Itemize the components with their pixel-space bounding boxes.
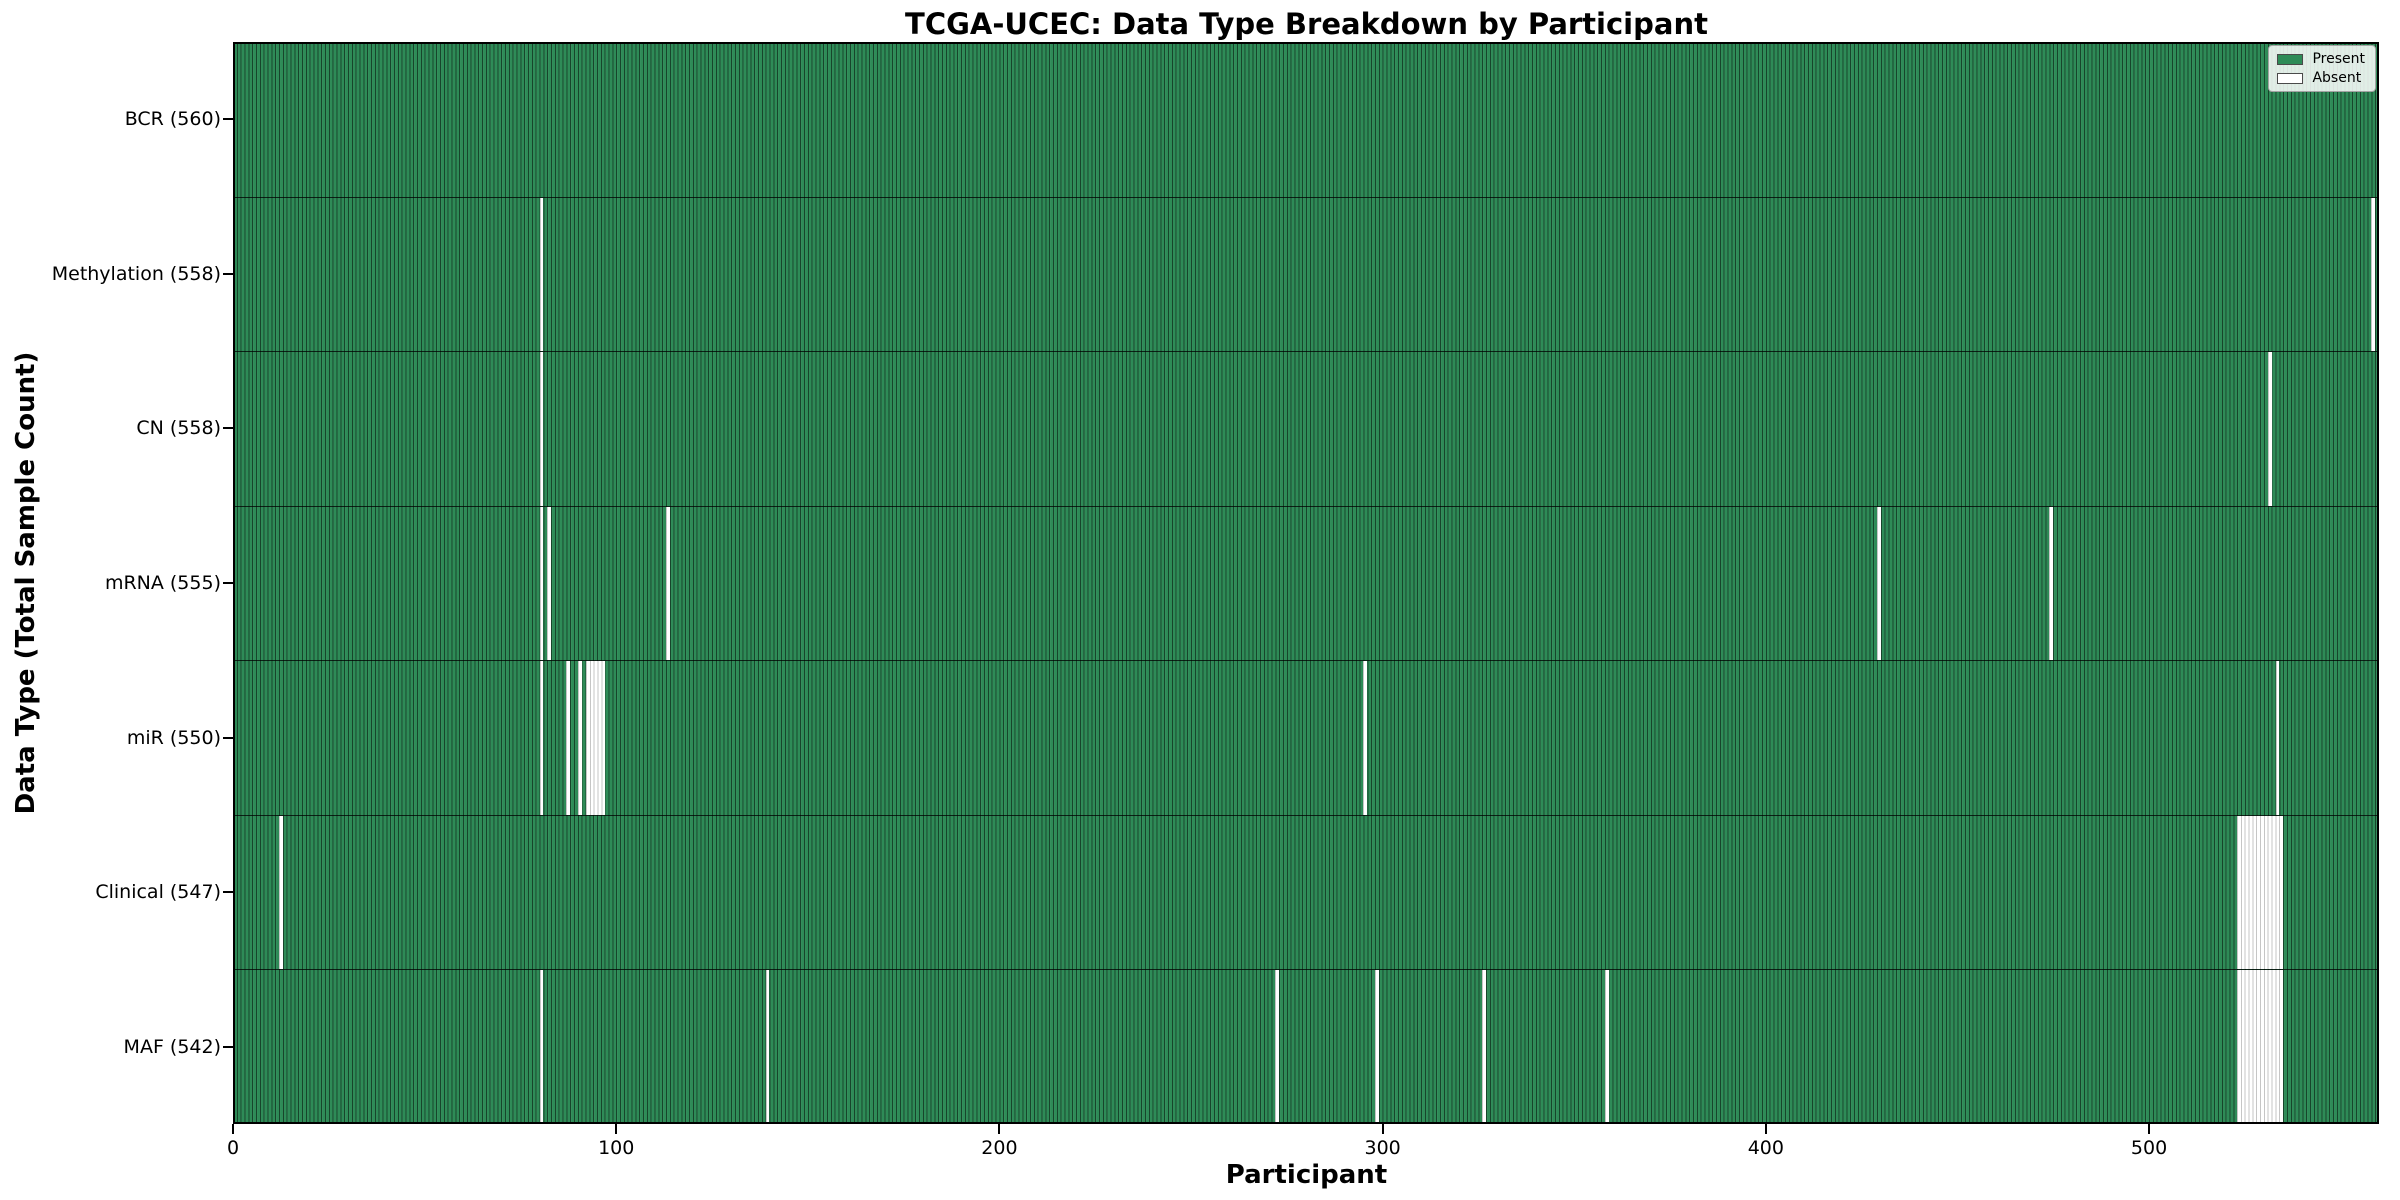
absent-stripe-clinical: [278, 815, 283, 970]
plot-area: Present Absent: [233, 42, 2379, 1124]
absent-stripe-mir: [539, 661, 544, 815]
absent-stripe-maf: [1275, 970, 1280, 1124]
absent-stripe-maf: [1604, 970, 1609, 1124]
x-tick-mark: [2148, 1124, 2151, 1134]
y-tick-mark: [223, 427, 233, 430]
y-tick-mark: [223, 582, 233, 584]
y-tick-label-cn: CN (558): [136, 417, 221, 440]
x-tick-label-200: 200: [981, 1137, 1018, 1159]
row-methylation: [233, 196, 2379, 352]
row-bcr: [233, 42, 2379, 197]
absent-stripe-maf: [2237, 970, 2284, 1124]
y-tick-mark: [223, 891, 233, 894]
x-tick-mark: [615, 1124, 618, 1134]
absent-stripe-maf: [539, 970, 544, 1124]
x-tick-label-0: 0: [226, 1137, 240, 1159]
absent-stripe-mir: [566, 661, 571, 815]
legend: Present Absent: [2268, 45, 2376, 92]
y-tick-mark: [223, 1045, 233, 1048]
absent-stripe-mir: [1363, 661, 1368, 815]
legend-entry-absent: Absent: [2277, 71, 2365, 85]
y-tick-label-clinical: Clinical (547): [95, 881, 221, 904]
y-tick-label-methylation: Methylation (558): [51, 262, 221, 285]
y-tick-mark: [223, 736, 233, 739]
absent-stripe-clinical: [2237, 815, 2284, 970]
rows-container: [233, 42, 2379, 1124]
absent-stripe-maf: [1374, 970, 1379, 1124]
legend-present-swatch: [2277, 53, 2304, 65]
x-tick-label-300: 300: [1364, 1137, 1401, 1159]
chart-title: TCGA-UCEC: Data Type Breakdown by Partic…: [905, 7, 1708, 41]
x-tick-mark: [998, 1124, 1001, 1134]
legend-present-label: Present: [2312, 51, 2365, 67]
absent-stripe-mir: [577, 661, 582, 815]
x-tick-mark: [1381, 1124, 1384, 1134]
absent-stripe-mrna: [1876, 506, 1881, 661]
y-tick-label-mir: miR (550): [126, 726, 221, 749]
y-tick-label-maf: MAF (542): [123, 1035, 221, 1058]
row-cn: [233, 351, 2379, 506]
absent-stripe-mrna: [539, 506, 544, 661]
absent-stripe-mrna: [547, 506, 552, 661]
absent-stripe-mrna: [2049, 506, 2054, 661]
absent-stripe-mir: [2275, 661, 2280, 815]
y-tick-label-mrna: mRNA (555): [104, 572, 221, 594]
absent-stripe-cn: [539, 352, 544, 506]
absent-stripe-maf: [1482, 970, 1487, 1124]
y-tick-mark: [223, 118, 233, 121]
absent-stripe-maf: [765, 970, 770, 1124]
row-mir: [233, 660, 2379, 815]
legend-absent-swatch: [2277, 72, 2304, 84]
row-mrna: [233, 505, 2379, 661]
y-tick-mark: [223, 272, 233, 275]
x-axis-label: Participant: [1225, 1160, 1388, 1190]
x-tick-label-100: 100: [598, 1137, 635, 1159]
x-tick-label-400: 400: [1747, 1137, 1784, 1159]
absent-stripe-methylation: [2371, 197, 2376, 352]
row-maf: [233, 969, 2379, 1124]
y-tick-label-bcr: BCR (560): [124, 108, 221, 131]
legend-entry-present: Present: [2277, 52, 2365, 66]
absent-stripe-cn: [2267, 352, 2272, 506]
row-clinical: [233, 814, 2379, 970]
x-tick-mark: [232, 1124, 234, 1134]
absent-stripe-mir: [585, 661, 605, 815]
x-tick-label-500: 500: [2130, 1137, 2168, 1159]
absent-stripe-mrna: [666, 506, 670, 661]
absent-stripe-methylation: [539, 197, 544, 352]
legend-absent-label: Absent: [2312, 70, 2362, 86]
x-tick-mark: [1764, 1124, 1767, 1134]
